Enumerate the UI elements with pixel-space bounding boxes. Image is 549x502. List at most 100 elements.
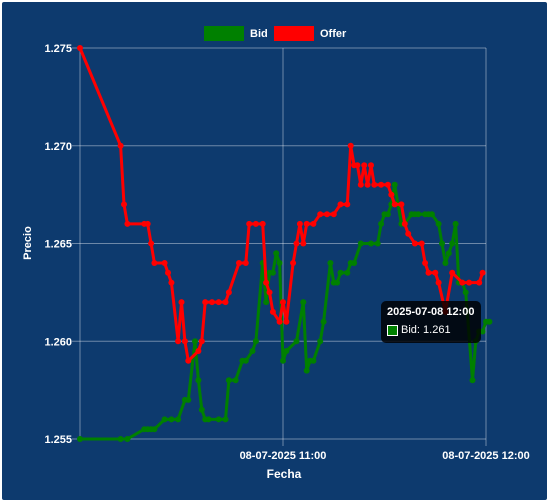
data-point-offer[interactable] xyxy=(215,299,222,306)
data-point-offer[interactable] xyxy=(324,211,330,218)
data-point-offer[interactable] xyxy=(209,299,215,306)
data-point-offer[interactable] xyxy=(337,201,344,208)
data-point-offer[interactable] xyxy=(296,220,303,227)
data-point-bid[interactable] xyxy=(368,240,374,247)
data-point-offer[interactable] xyxy=(202,299,209,306)
data-point-offer[interactable] xyxy=(425,269,432,276)
data-point-bid[interactable] xyxy=(273,250,280,257)
data-point-bid[interactable] xyxy=(357,240,364,247)
data-point-offer[interactable] xyxy=(459,279,466,286)
data-point-offer[interactable] xyxy=(236,260,242,266)
data-point-offer[interactable] xyxy=(344,201,351,208)
data-point-offer[interactable] xyxy=(222,299,229,306)
data-point-bid[interactable] xyxy=(428,211,435,218)
data-point-offer[interactable] xyxy=(185,357,192,364)
data-point-bid[interactable] xyxy=(300,299,307,306)
data-point-offer[interactable] xyxy=(317,211,324,218)
data-point-bid[interactable] xyxy=(415,211,422,218)
data-point-bid[interactable] xyxy=(320,318,327,325)
data-point-offer[interactable] xyxy=(364,181,371,188)
data-point-bid[interactable] xyxy=(303,367,310,374)
data-point-offer[interactable] xyxy=(246,220,253,227)
data-point-offer[interactable] xyxy=(405,230,412,237)
data-point-offer[interactable] xyxy=(263,279,270,286)
data-point-offer[interactable] xyxy=(144,220,151,227)
data-point-offer[interactable] xyxy=(124,220,131,227)
data-point-offer[interactable] xyxy=(388,191,395,198)
data-point-bid[interactable] xyxy=(192,338,198,345)
data-point-bid[interactable] xyxy=(205,416,212,423)
data-point-bid[interactable] xyxy=(449,240,456,247)
data-point-offer[interactable] xyxy=(378,181,385,188)
data-point-offer[interactable] xyxy=(479,269,486,276)
data-point-offer[interactable] xyxy=(371,181,378,188)
data-point-bid[interactable] xyxy=(252,338,259,345)
data-point-bid[interactable] xyxy=(225,377,232,384)
data-point-bid[interactable] xyxy=(293,338,300,345)
data-point-offer[interactable] xyxy=(293,240,300,247)
data-point-bid[interactable] xyxy=(317,338,324,345)
data-point-offer[interactable] xyxy=(165,269,171,276)
data-point-offer[interactable] xyxy=(476,279,483,286)
data-point-bid[interactable] xyxy=(195,377,202,384)
data-point-bid[interactable] xyxy=(168,416,175,423)
data-point-offer[interactable] xyxy=(432,269,439,276)
data-point-bid[interactable] xyxy=(249,348,256,354)
data-point-bid[interactable] xyxy=(185,396,192,403)
data-point-offer[interactable] xyxy=(269,308,276,315)
data-point-bid[interactable] xyxy=(242,357,249,364)
data-point-offer[interactable] xyxy=(276,318,283,325)
data-point-bid[interactable] xyxy=(222,416,229,423)
data-point-offer[interactable] xyxy=(310,220,317,227)
data-point-offer[interactable] xyxy=(151,260,158,266)
data-point-bid[interactable] xyxy=(486,318,493,325)
data-point-bid[interactable] xyxy=(391,181,398,188)
data-point-bid[interactable] xyxy=(215,416,222,423)
data-point-offer[interactable] xyxy=(259,220,266,227)
data-point-bid[interactable] xyxy=(479,328,486,335)
data-point-offer[interactable] xyxy=(178,299,185,306)
data-point-bid[interactable] xyxy=(117,436,124,442)
data-point-bid[interactable] xyxy=(276,260,283,266)
data-point-bid[interactable] xyxy=(344,269,351,276)
data-point-bid[interactable] xyxy=(378,220,385,227)
data-point-bid[interactable] xyxy=(435,220,442,227)
data-point-bid[interactable] xyxy=(151,426,158,433)
data-point-offer[interactable] xyxy=(181,338,188,345)
data-point-offer[interactable] xyxy=(175,338,182,345)
data-point-offer[interactable] xyxy=(411,240,418,247)
data-point-bid[interactable] xyxy=(439,240,445,247)
data-point-offer[interactable] xyxy=(384,181,391,188)
data-point-offer[interactable] xyxy=(391,201,398,208)
data-point-bid[interactable] xyxy=(77,436,83,442)
data-point-bid[interactable] xyxy=(334,279,341,286)
data-point-bid[interactable] xyxy=(351,260,358,266)
data-point-bid[interactable] xyxy=(384,211,391,218)
data-point-bid[interactable] xyxy=(175,416,182,423)
data-point-offer[interactable] xyxy=(418,240,425,247)
data-point-offer[interactable] xyxy=(242,260,249,266)
data-point-offer[interactable] xyxy=(117,142,124,149)
data-point-offer[interactable] xyxy=(398,201,405,208)
data-point-offer[interactable] xyxy=(161,260,168,266)
data-point-bid[interactable] xyxy=(442,260,449,266)
data-point-offer[interactable] xyxy=(266,289,273,296)
data-point-offer[interactable] xyxy=(422,260,429,266)
data-point-bid[interactable] xyxy=(469,377,476,384)
data-point-bid[interactable] xyxy=(445,250,452,257)
data-point-offer[interactable] xyxy=(121,201,127,208)
data-point-offer[interactable] xyxy=(303,220,310,227)
data-point-offer[interactable] xyxy=(449,269,456,276)
data-point-bid[interactable] xyxy=(124,436,131,442)
data-point-offer[interactable] xyxy=(466,279,473,286)
data-point-offer[interactable] xyxy=(401,220,408,227)
legend-item-offer[interactable]: Offer xyxy=(274,26,347,41)
data-point-bid[interactable] xyxy=(462,289,469,296)
data-point-offer[interactable] xyxy=(435,279,442,286)
data-point-bid[interactable] xyxy=(283,348,290,354)
data-point-offer[interactable] xyxy=(354,162,361,169)
data-point-bid[interactable] xyxy=(269,269,276,276)
data-point-bid[interactable] xyxy=(310,357,317,364)
data-point-offer[interactable] xyxy=(357,181,364,188)
data-point-bid[interactable] xyxy=(280,357,286,364)
